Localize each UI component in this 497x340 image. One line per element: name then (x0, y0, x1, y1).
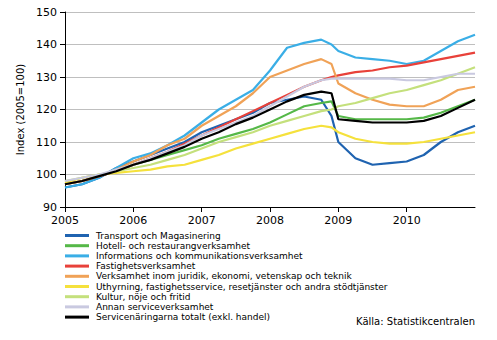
svg-text:150: 150 (36, 6, 57, 19)
svg-text:100: 100 (36, 168, 57, 181)
svg-text:2005: 2005 (51, 214, 79, 227)
svg-text:2010: 2010 (393, 214, 421, 227)
svg-text:Uthyrning, fastighetsservice,: Uthyrning, fastighetsservice, resetjänst… (96, 282, 388, 292)
svg-text:120: 120 (36, 103, 57, 116)
svg-text:Verksamhet inom juridik, ekono: Verksamhet inom juridik, ekonomi, vetens… (96, 271, 353, 281)
svg-text:Annan serviceverksamhet: Annan serviceverksamhet (96, 302, 214, 312)
svg-text:110: 110 (36, 136, 57, 149)
svg-text:Källa: Statistikcentralen: Källa: Statistikcentralen (356, 316, 475, 327)
svg-text:Hotell- och restaurangverksamh: Hotell- och restaurangverksamhet (96, 241, 251, 251)
svg-text:Index (2005=100): Index (2005=100) (15, 64, 26, 156)
svg-text:Servicenäringarna totalt (exkl: Servicenäringarna totalt (exkl. handel) (96, 312, 270, 322)
svg-text:Fastighetsverksamhet: Fastighetsverksamhet (96, 261, 196, 271)
svg-text:Informations och kommunikation: Informations och kommunikationsverksamhe… (96, 251, 303, 261)
svg-text:Transport och Magasinering: Transport och Magasinering (95, 231, 221, 241)
svg-text:2007: 2007 (188, 214, 216, 227)
svg-text:2008: 2008 (256, 214, 284, 227)
svg-text:2009: 2009 (324, 214, 352, 227)
svg-text:2006: 2006 (119, 214, 147, 227)
svg-text:140: 140 (36, 38, 57, 51)
svg-text:130: 130 (36, 71, 57, 84)
svg-text:Kultur, nöje och fritid: Kultur, nöje och fritid (96, 292, 191, 302)
svg-text:90: 90 (43, 201, 57, 214)
